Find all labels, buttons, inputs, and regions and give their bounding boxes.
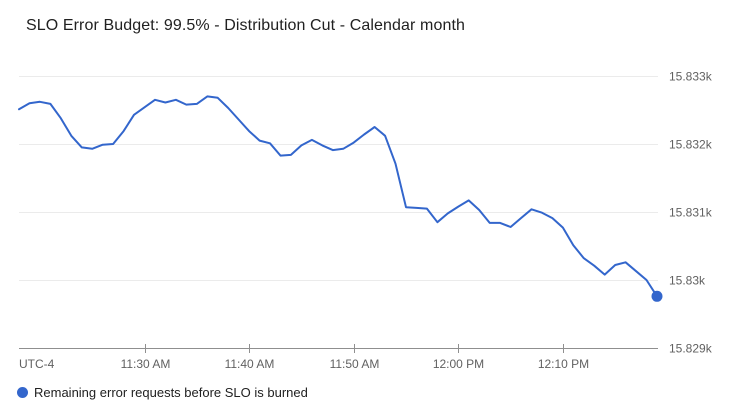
y-tick-label: 15.829k <box>669 342 713 356</box>
timezone-label: UTC-4 <box>19 357 55 371</box>
x-tick-label: 11:50 AM <box>330 357 380 371</box>
series-line <box>18 95 658 298</box>
y-tick-label: 15.83k <box>669 274 706 288</box>
y-tick-label: 15.833k <box>669 70 713 84</box>
y-tick-label: 15.831k <box>669 206 713 220</box>
legend-series-label: Remaining error requests before SLO is b… <box>34 384 308 400</box>
legend-series-dot-icon <box>17 386 28 398</box>
series-end-dot <box>651 290 663 302</box>
chart-title: SLO Error Budget: 99.5% - Distribution C… <box>26 17 465 34</box>
x-tick-label: 12:00 PM <box>433 357 484 371</box>
x-tick-label: 11:40 AM <box>225 357 275 371</box>
chart-plot-area[interactable]: 15.833k 15.832k 15.831k 15.83k 15.829k 11:30 … <box>0 0 732 376</box>
x-tick-label: 11:30 AM <box>121 357 171 371</box>
legend[interactable]: Remaining error requests before SLO is b… <box>17 383 308 401</box>
x-tick-label: 12:10 PM <box>538 357 589 371</box>
y-tick-label: 15.832k <box>669 138 713 152</box>
